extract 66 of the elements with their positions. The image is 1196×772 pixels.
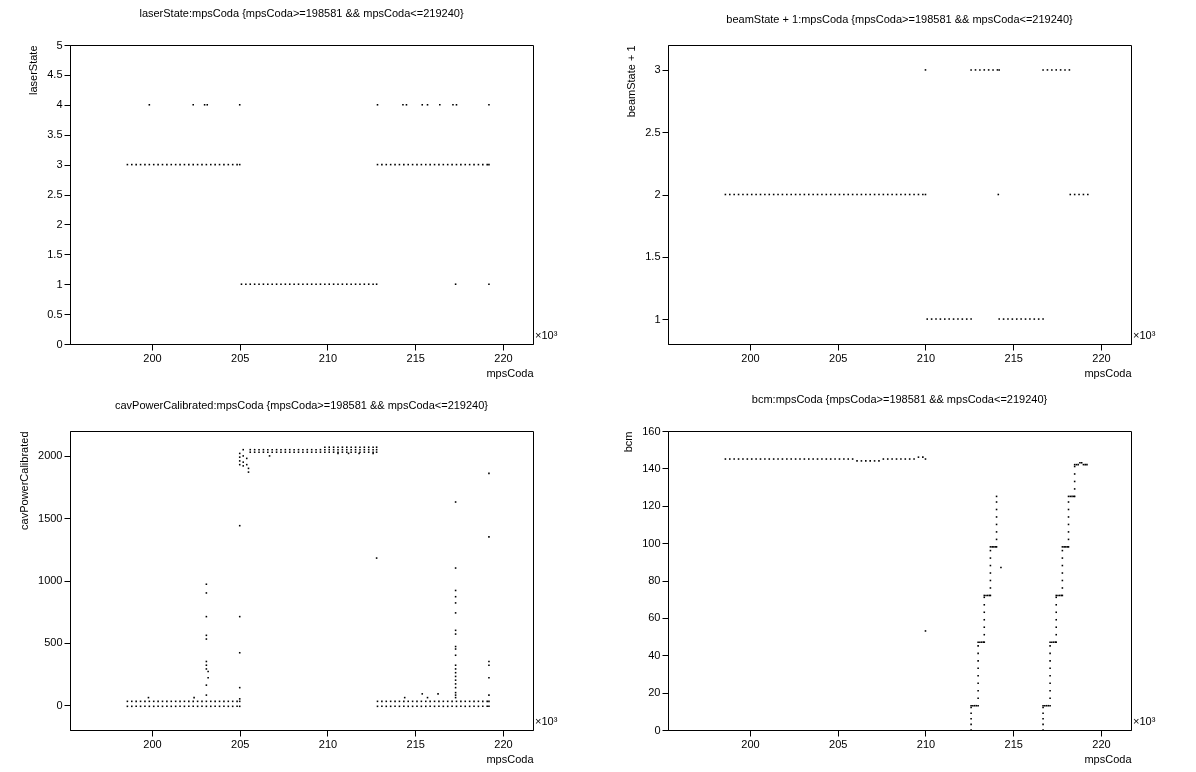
y-tick-label: 100 <box>642 536 661 549</box>
x-tick-label: 220 <box>1092 737 1111 750</box>
x-tick-label: 210 <box>318 351 338 364</box>
y-tick-label: 2.5 <box>47 188 63 200</box>
x-tick-label: 215 <box>406 737 425 750</box>
x-tick-label: 200 <box>741 351 760 364</box>
y-tick-label: 120 <box>642 499 661 512</box>
y-tick-label: 160 <box>642 424 661 437</box>
x-axis-title: mpsCoda <box>486 366 535 379</box>
x-axis-title: mpsCoda <box>1084 366 1133 379</box>
x-tick-label: 215 <box>406 351 425 364</box>
x-tick-label: 220 <box>494 351 513 364</box>
y-tick-label: 80 <box>648 574 661 586</box>
y-tick-label: 2 <box>654 188 661 200</box>
y-tick-label: 1500 <box>38 511 63 524</box>
y-tick-label: 140 <box>642 461 661 474</box>
y-tick-label: 1.5 <box>645 250 661 263</box>
chart-title: laserState:mpsCoda {mpsCoda>=198581 && mpsCoda<=219240} <box>139 7 464 19</box>
y-tick-label: 500 <box>44 636 63 649</box>
y-tick-label: 0 <box>56 698 63 711</box>
y-tick-label: 2 <box>56 217 63 230</box>
y-tick-label: 0 <box>56 337 63 350</box>
x-tick-label: 215 <box>1004 737 1023 750</box>
x-tick-label: 205 <box>231 351 250 364</box>
x-tick-label: 210 <box>916 737 936 750</box>
y-tick-label: 3.5 <box>47 128 63 141</box>
y-tick-label: 4.5 <box>47 68 63 81</box>
text: ×10³ <box>1133 329 1156 341</box>
y-axis-title: bcm <box>622 431 635 453</box>
x-tick-label: 210 <box>916 351 936 364</box>
x-tick-label: 215 <box>1004 351 1023 364</box>
y-axis-title: beamState + 1 <box>625 45 638 118</box>
x-tick-label: 200 <box>143 351 162 364</box>
x-tick-label: 200 <box>143 737 162 750</box>
x-tick-label: 210 <box>318 737 338 750</box>
y-tick-label: 3 <box>56 158 63 171</box>
x-tick-label: 205 <box>829 737 848 750</box>
y-tick-label: 5 <box>56 38 63 51</box>
x-axis-title: mpsCoda <box>486 752 535 765</box>
y-tick-label: 1.5 <box>47 247 63 260</box>
y-tick-label: 4 <box>56 98 63 111</box>
y-tick-label: 40 <box>648 648 661 661</box>
x-tick-label: 205 <box>231 737 250 750</box>
y-tick-label: 60 <box>648 611 661 624</box>
text: ×10³ <box>535 715 558 727</box>
y-tick-label: 2.5 <box>645 125 661 138</box>
x-tick-label: 220 <box>1092 351 1111 364</box>
y-tick-label: 2000 <box>38 449 63 462</box>
y-tick-label: 0 <box>654 723 661 736</box>
chart-title: beamState + 1:mpsCoda {mpsCoda>=198581 && mpsCoda<=219240} <box>726 13 1074 25</box>
x-tick-label: 220 <box>494 737 513 750</box>
text: ×10³ <box>1133 715 1156 727</box>
y-axis-title: cavPowerCalibrated <box>18 431 31 530</box>
y-tick-label: 3 <box>654 63 661 76</box>
y-tick-label: 20 <box>648 686 661 699</box>
x-axis-title: mpsCoda <box>1084 752 1133 765</box>
y-tick-label: 1 <box>56 277 63 290</box>
x-tick-label: 200 <box>741 737 760 750</box>
chart-title: cavPowerCalibrated:mpsCoda {mpsCoda>=198581 && mpsCoda<=219240} <box>114 399 489 411</box>
y-tick-label: 1 <box>654 312 661 325</box>
y-tick-label: 1000 <box>38 574 63 586</box>
x-tick-label: 205 <box>829 351 848 364</box>
y-axis-title: laserState <box>27 45 40 96</box>
y-tick-label: 0.5 <box>47 307 63 320</box>
text: ×10³ <box>535 329 558 341</box>
chart-title: bcm:mpsCoda {mpsCoda>=198581 && mpsCoda<=219240} <box>751 393 1048 405</box>
